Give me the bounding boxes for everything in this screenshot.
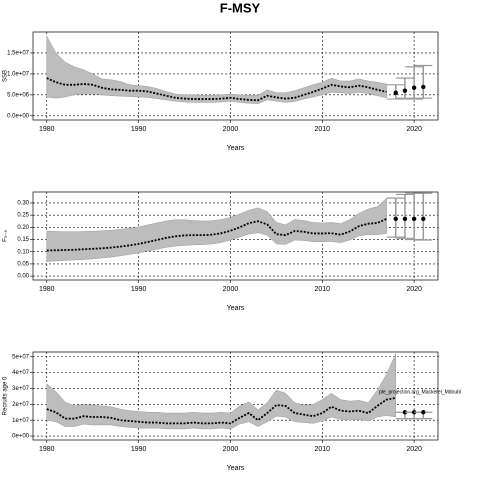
estimate-line [46,217,387,252]
y-tick-label: 3e+07 [12,386,30,392]
x-axis-label: Years [227,305,245,312]
x-tick-label: 2020 [406,126,422,133]
forecast-point [411,85,417,90]
y-axis-label: Recruits age 0 [3,376,9,415]
forecast-point [421,84,426,90]
forecast-point [421,410,426,415]
y-tick-label: 2e+07 [12,402,30,408]
forecast-point [421,216,426,222]
plot-frame [32,191,439,281]
x-tick-label: 2020 [406,286,422,293]
confidence-band [46,197,387,262]
x-tick-label: 1990 [131,126,147,133]
y-tick-label: 5.0e+06 [7,92,30,98]
y-tick-label: 1.0e+07 [7,71,30,77]
y-tick-label: 0.25 [17,213,29,219]
forecast-point [393,216,398,222]
y-tick-label: 0.0e+00 [7,113,30,119]
x-tick-label: 1980 [39,286,55,293]
y-tick-label: 0.30 [17,201,29,207]
y-tick-label: 4e+07 [12,370,30,376]
x-tick-label: 1990 [131,286,147,293]
x-tick-label: 2010 [314,286,330,293]
forecast-point [402,216,408,222]
x-axis-label: Years [227,145,245,152]
x-tick-label: 1990 [131,446,147,453]
figure-title: F-MSY [220,0,261,15]
y-tick-label: 0.05 [17,261,29,267]
y-tick-label: 1.5e+07 [7,51,30,57]
forecast-point [402,410,408,415]
y-tick-label: 0e+00 [12,434,30,440]
x-tick-label: 2000 [223,446,239,453]
estimate-line [46,397,396,425]
y-tick-label: 0.15 [17,237,29,243]
forecast-point [411,410,417,415]
forecast-point [393,90,398,95]
estimate-line [46,77,387,102]
y-tick-label: 5e+07 [12,354,30,360]
x-tick-label: 2020 [406,446,422,453]
x-tick-label: 1980 [39,446,55,453]
x-tick-label: 2010 [314,126,330,133]
x-tick-label: 2000 [223,126,239,133]
confidence-band [46,36,387,104]
confidence-band [46,353,397,430]
plot-frame [32,351,439,441]
y-tick-label: 0.00 [17,274,29,280]
y-axis-label: SSB [3,70,9,82]
forecast-point [411,216,417,222]
annotation: ple_projection.org_Mackerel_Mdoubl [379,390,461,396]
y-tick-label: 0.20 [17,225,29,231]
y-tick-label: 1e+07 [12,418,30,424]
x-tick-label: 2000 [223,286,239,293]
x-tick-label: 1980 [39,126,55,133]
x-axis-label: Years [227,465,245,472]
plot-frame [32,31,439,121]
y-axis-label: F₃₋₈ [3,230,9,242]
x-tick-label: 2010 [314,446,330,453]
y-tick-label: 0.10 [17,249,29,255]
forecast-point [402,88,408,93]
